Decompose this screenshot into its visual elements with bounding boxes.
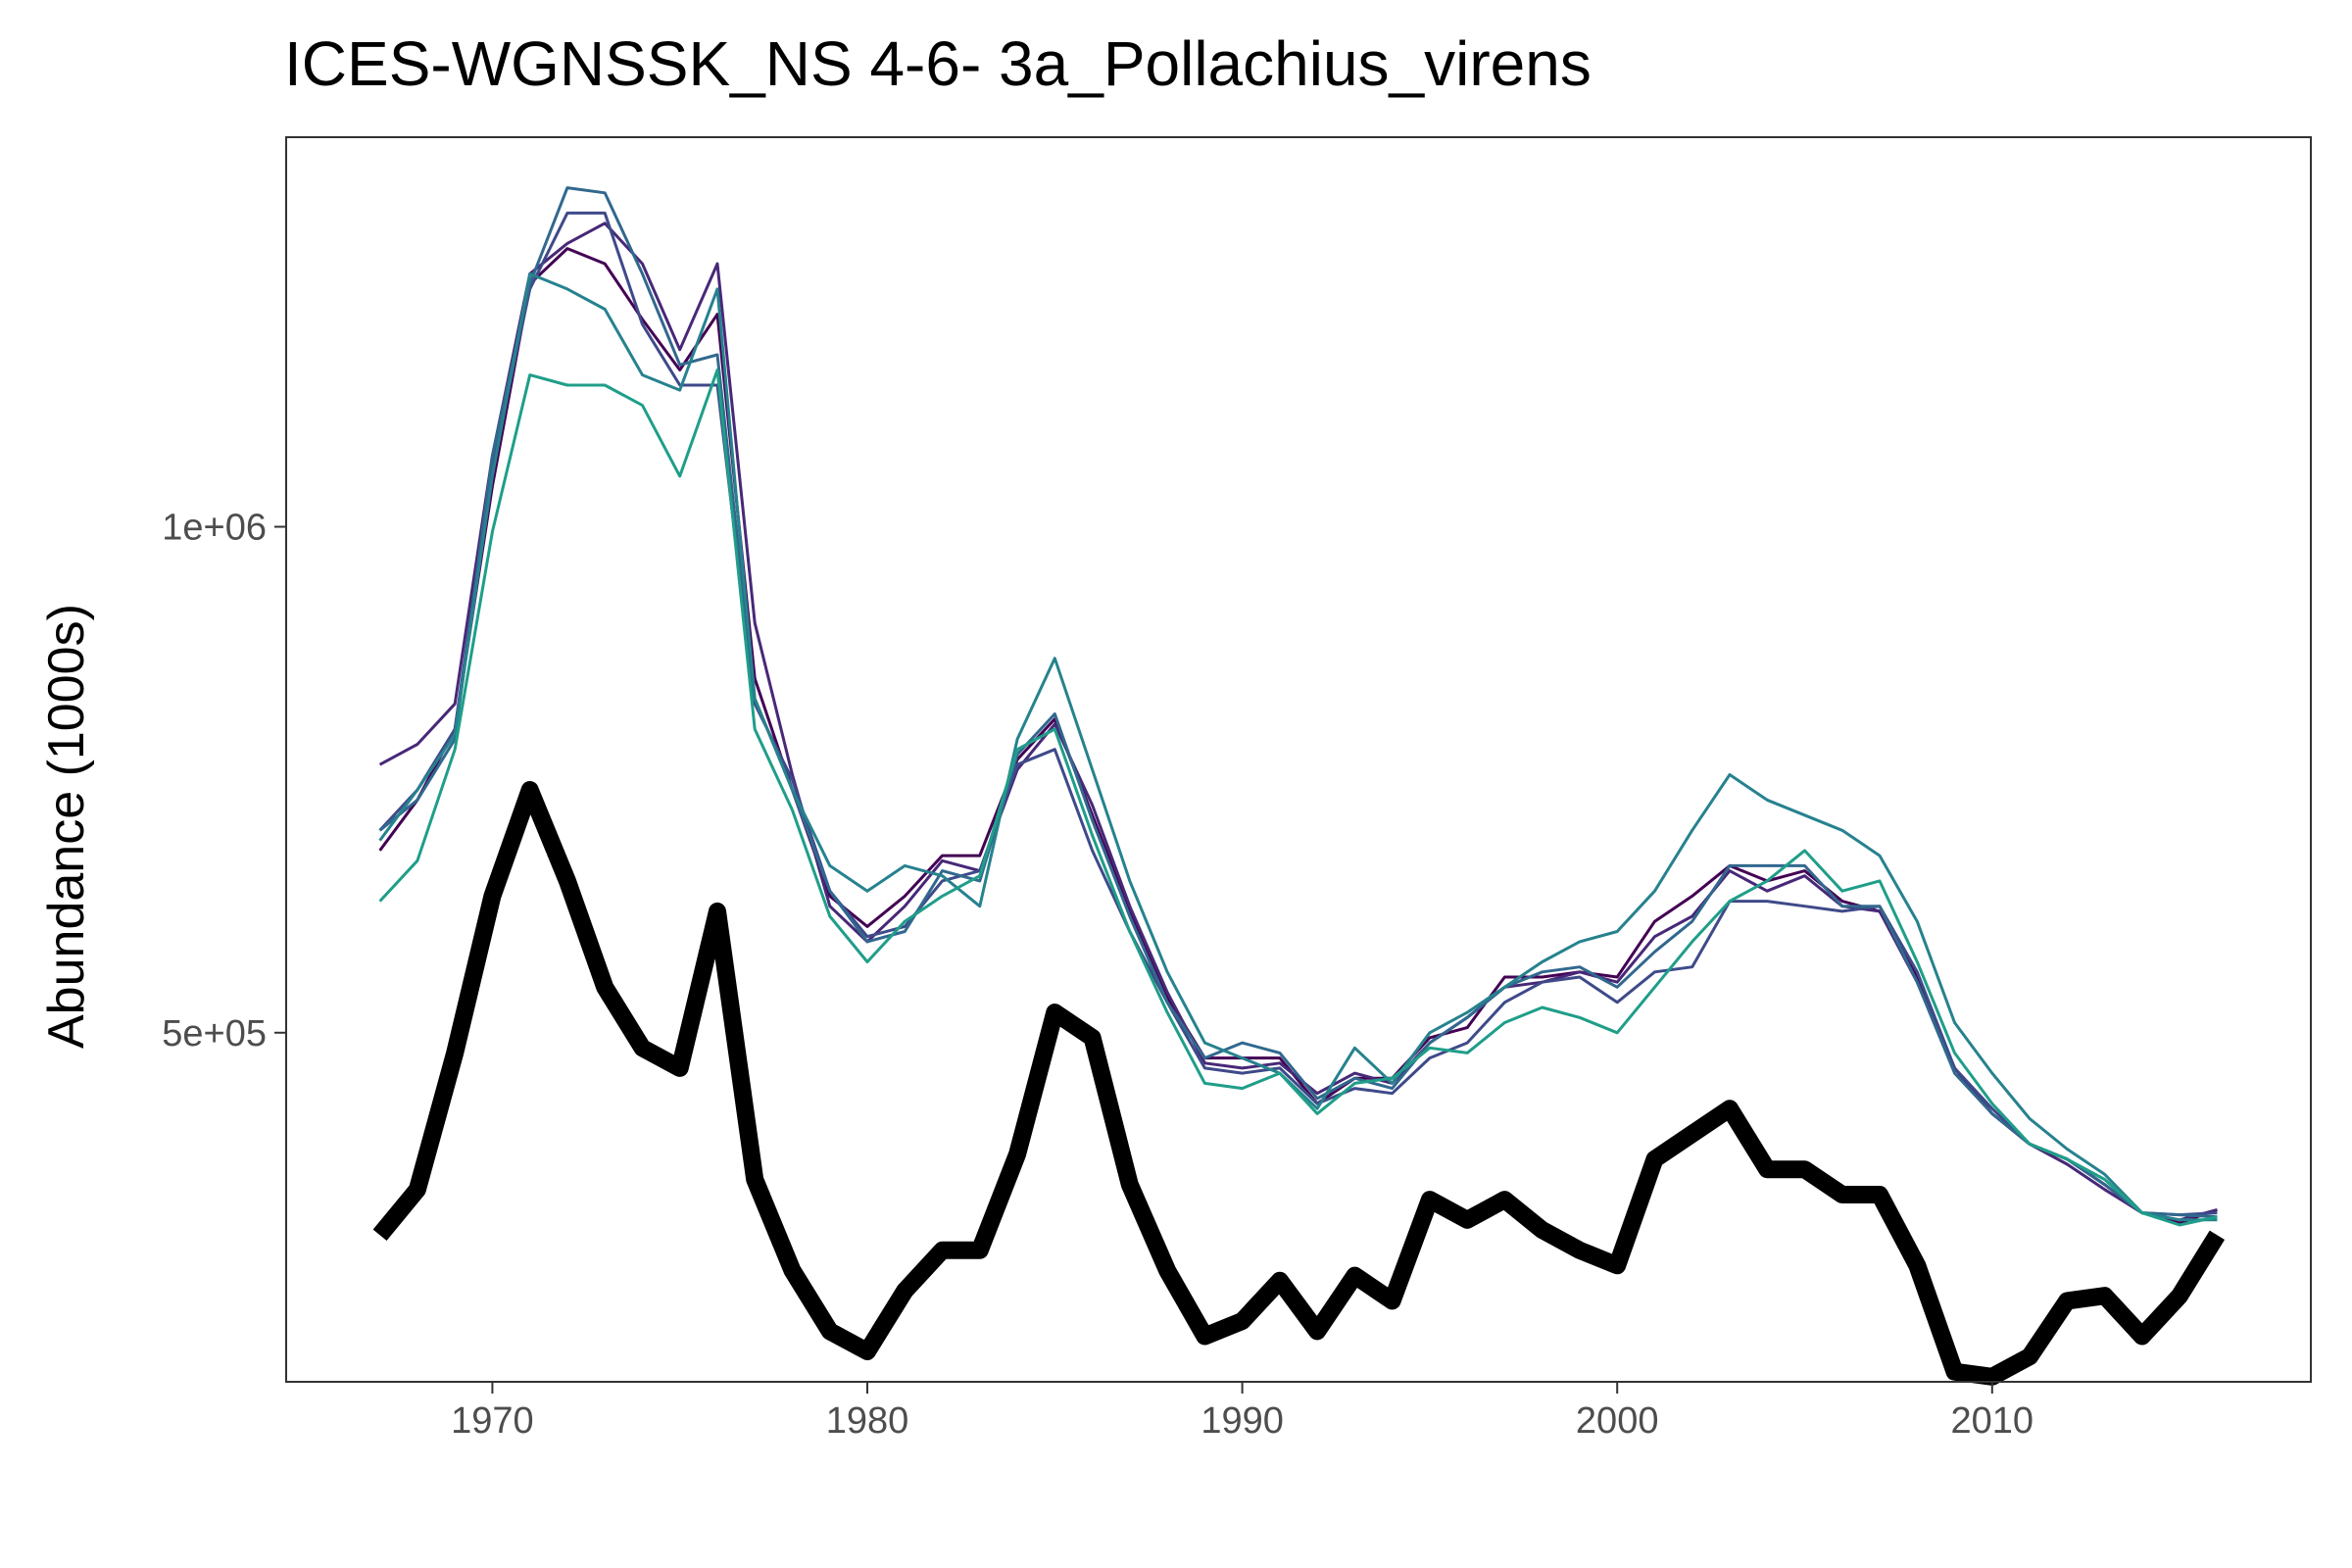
series-line-1 <box>378 247 2218 1225</box>
x-tick-label: 1970 <box>451 1400 534 1442</box>
series-line-2 <box>378 221 2218 1222</box>
x-tick-label: 2000 <box>1576 1400 1659 1442</box>
series-line-3 <box>378 211 2218 1217</box>
x-tick-label: 1980 <box>826 1400 909 1442</box>
chart-title: ICES-WGNSSK_NS 4-6- 3a_Pollachius_virens <box>284 28 1592 99</box>
series-line-4 <box>378 186 2218 1219</box>
y-tick-label: 1e+06 <box>162 508 267 549</box>
series-line-5 <box>378 271 2218 1222</box>
series-line-6 <box>378 368 2218 1227</box>
series-line-7 <box>372 781 2226 1386</box>
x-tick-label: 1990 <box>1200 1400 1284 1442</box>
plot-panel-border <box>285 136 2312 1383</box>
x-tick-label: 2010 <box>1951 1400 2034 1442</box>
y-tick-label: 5e+05 <box>162 1013 267 1054</box>
